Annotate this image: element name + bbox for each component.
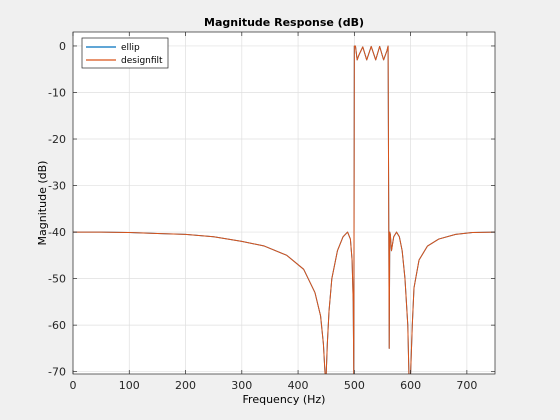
x-axis-label: Frequency (Hz) — [243, 393, 326, 406]
y-tick-label: -20 — [48, 133, 66, 146]
x-tick-label: 100 — [119, 379, 140, 392]
x-tick-label: 400 — [288, 379, 309, 392]
y-tick-label: 0 — [59, 40, 66, 53]
axes-background — [73, 32, 495, 374]
y-tick-label: -10 — [48, 86, 66, 99]
legend-label-designfilt: designfilt — [121, 56, 163, 66]
ticks: 0 100 200 300 400 500 600 700 0 -10 -20 -30 -40 -50 -6… — [48, 32, 495, 392]
x-tick-label: 500 — [344, 379, 365, 392]
y-tick-label: -30 — [48, 180, 66, 193]
legend[interactable]: ellip designfilt — [81, 37, 169, 69]
x-tick-label: 300 — [231, 379, 252, 392]
y-tick-label: -40 — [48, 226, 66, 239]
y-tick-label: -50 — [48, 273, 66, 286]
x-tick-label: 200 — [175, 379, 196, 392]
y-tick-label: -70 — [48, 366, 66, 379]
y-tick-label: -60 — [48, 319, 66, 332]
legend-label-ellip: ellip — [121, 43, 140, 53]
y-axis-label: Magnitude (dB) — [36, 161, 49, 246]
plot-area — [73, 45, 495, 374]
axes-box — [72, 31, 496, 375]
x-tick-label: 700 — [456, 379, 477, 392]
chart-title: Magnitude Response (dB) — [204, 16, 364, 29]
x-tick-label: 600 — [400, 379, 421, 392]
x-tick-label: 0 — [70, 379, 77, 392]
series-line-designfilt — [73, 45, 495, 374]
legend-box — [81, 37, 169, 69]
